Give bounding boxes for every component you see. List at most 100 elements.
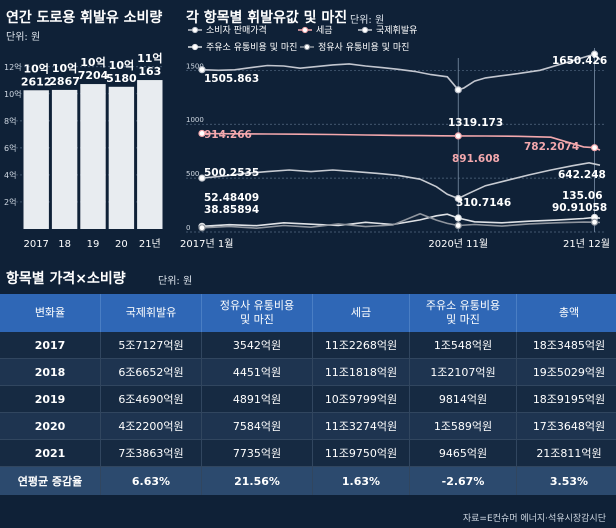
table-cell: 18조3485억원: [516, 332, 616, 359]
table-cell: 17조3648억원: [516, 412, 616, 440]
table-cell: 9465억원: [409, 439, 517, 467]
bar-label-bottom: 7204: [78, 69, 109, 82]
series-marker: [590, 218, 599, 226]
line-data-label: 38.85894: [204, 204, 259, 216]
table-header-cell: 주유소 유통비용 및 마진: [409, 294, 517, 332]
series-marker: [590, 144, 599, 152]
table-title: 항목별 가격×소비량: [6, 271, 126, 287]
legend-swatch-dot: [301, 26, 309, 34]
legend-swatch-dot: [191, 26, 199, 34]
table-row: 2018 6조6652억원 4451억원 11조1818억원 1조2107억원 19조50…: [0, 358, 616, 386]
series-marker: [198, 174, 206, 182]
table-header-cell: 정유사 유통비용 및 마진: [201, 294, 313, 332]
bar-label-top: 10억: [80, 56, 105, 69]
left-chart-unit: 단위: 원: [6, 32, 41, 43]
table-cell: 7조3863억원: [100, 439, 202, 467]
series-marker: [454, 221, 462, 230]
legend-item: 국제휘발유: [376, 25, 417, 36]
series-marker: [454, 214, 462, 222]
series-line-3: [201, 213, 601, 228]
line-data-label: 1319.173: [448, 117, 503, 129]
bar-3: [108, 86, 135, 230]
series-line-2: [201, 161, 601, 200]
right-chart-unit: 단위: 원: [350, 15, 385, 26]
line-data-label: 52.48409: [204, 192, 259, 204]
legend-swatch-dot: [303, 43, 311, 51]
left-ytick-label: 10억: [4, 89, 22, 99]
right-ytick-label: 500: [186, 170, 199, 178]
table-header-cell: 변화율: [0, 294, 101, 332]
right-ytick-label: 1500: [186, 62, 204, 70]
table-cell: 1조589억원: [409, 412, 517, 440]
average-rate-cell: 6.63%: [100, 466, 202, 495]
right-ytick-label: 1000: [186, 116, 204, 124]
table-cell: 18조9195억원: [516, 385, 616, 413]
series-line-1: [201, 132, 601, 151]
table-cell: 6조6652억원: [100, 358, 202, 386]
bar-4: [137, 80, 163, 229]
right-ytick-label: 0: [186, 224, 190, 232]
right-xtick-label: 2020년 11월: [428, 238, 488, 250]
left-ytick-label: 12억: [4, 62, 22, 72]
table-row: 2019 6조4690억원 4891억원 10조9799억원 9814억원 18조9195…: [0, 385, 616, 413]
bar-label-top: 10억: [109, 59, 134, 72]
line-data-label: 1505.863: [204, 73, 259, 85]
right-chart-title: 각 항목별 휘발유값 및 마진: [186, 10, 348, 26]
table-year-cell: 2019: [0, 385, 101, 413]
left-ytick-label: 2억: [4, 197, 16, 207]
line-data-label: 1650.426: [552, 55, 607, 67]
line-data-label: 782.2074: [524, 141, 579, 153]
table-cell: 11조2268억원: [312, 332, 410, 359]
table-cell: 7735억원: [201, 439, 313, 467]
table-cell: 11조1818억원: [312, 358, 410, 386]
table-cell: 5조7127억원: [100, 332, 202, 359]
series-marker: [198, 129, 206, 138]
table-year-cell: 2020: [0, 412, 101, 440]
table-year-cell: 2017: [0, 332, 101, 359]
average-rate-cell: 1.63%: [312, 466, 410, 495]
table-row: 2017 5조7127억원 3542억원 11조2268억원 1조548억원 18조348…: [0, 332, 616, 359]
bar-label-top: 10억: [23, 62, 48, 75]
series-marker: [454, 86, 462, 94]
bar-2: [80, 84, 106, 230]
legend-swatch-dot: [191, 43, 199, 51]
table-cell: 19조5029억원: [516, 358, 616, 386]
table-cell: 7584억원: [201, 412, 313, 440]
series-line-0: [201, 53, 601, 91]
left-xtick-label: 20: [115, 239, 128, 250]
average-rate-cell: 21.56%: [201, 466, 313, 495]
legend-item: 정유사 유통비용 및 마진: [318, 41, 409, 53]
table-unit: 단위: 원: [158, 276, 193, 287]
left-ytick-label: 8억: [4, 116, 16, 126]
table-year-cell: 2018: [0, 358, 101, 386]
left-xtick-label: 19: [87, 239, 100, 250]
table-cell: 1조2107억원: [409, 358, 517, 386]
table-cell: 6조4690억원: [100, 385, 202, 413]
table-cell: 11조3274억원: [312, 412, 410, 440]
table-header-cell: 총액: [516, 294, 616, 332]
left-chart-title: 연간 도로용 휘발유 소비량: [6, 10, 163, 26]
line-data-label: 310.7146: [456, 197, 511, 209]
table-cell: 4조2200억원: [100, 412, 202, 440]
source-note: 자료=E컨슈머 에너지·석유시장감시단: [462, 514, 606, 524]
legend-item: 주유소 유통비용 및 마진: [206, 41, 297, 53]
bar-label-bottom: 163: [138, 65, 161, 78]
bar-1: [51, 89, 78, 229]
series-marker: [454, 132, 462, 140]
line-data-label: 500.2535: [204, 167, 259, 179]
table-cell: 9814억원: [409, 385, 517, 413]
series-line-4: [201, 212, 601, 230]
line-data-label: 914.266: [204, 129, 252, 141]
average-label-cell: 연평균 증감율: [0, 466, 101, 495]
table-cell: 10조9799억원: [312, 385, 410, 413]
line-data-label: 891.608: [452, 153, 500, 165]
series-marker: [198, 66, 206, 74]
right-xtick-label: 2017년 1월: [180, 238, 233, 250]
series-marker: [198, 222, 206, 230]
table-header-row: 변화율 국제휘발유 정유사 유통비용 및 마진 세금 주유소 유통비용 및 마진 총액: [0, 294, 616, 332]
table-row: 2020 4조2200억원 7584억원 11조3274억원 1조589억원 17조364…: [0, 412, 616, 440]
left-ytick-label: 6억: [4, 143, 16, 153]
left-xtick-label: 21년: [139, 238, 161, 250]
left-xtick-label: 2017: [23, 239, 48, 250]
